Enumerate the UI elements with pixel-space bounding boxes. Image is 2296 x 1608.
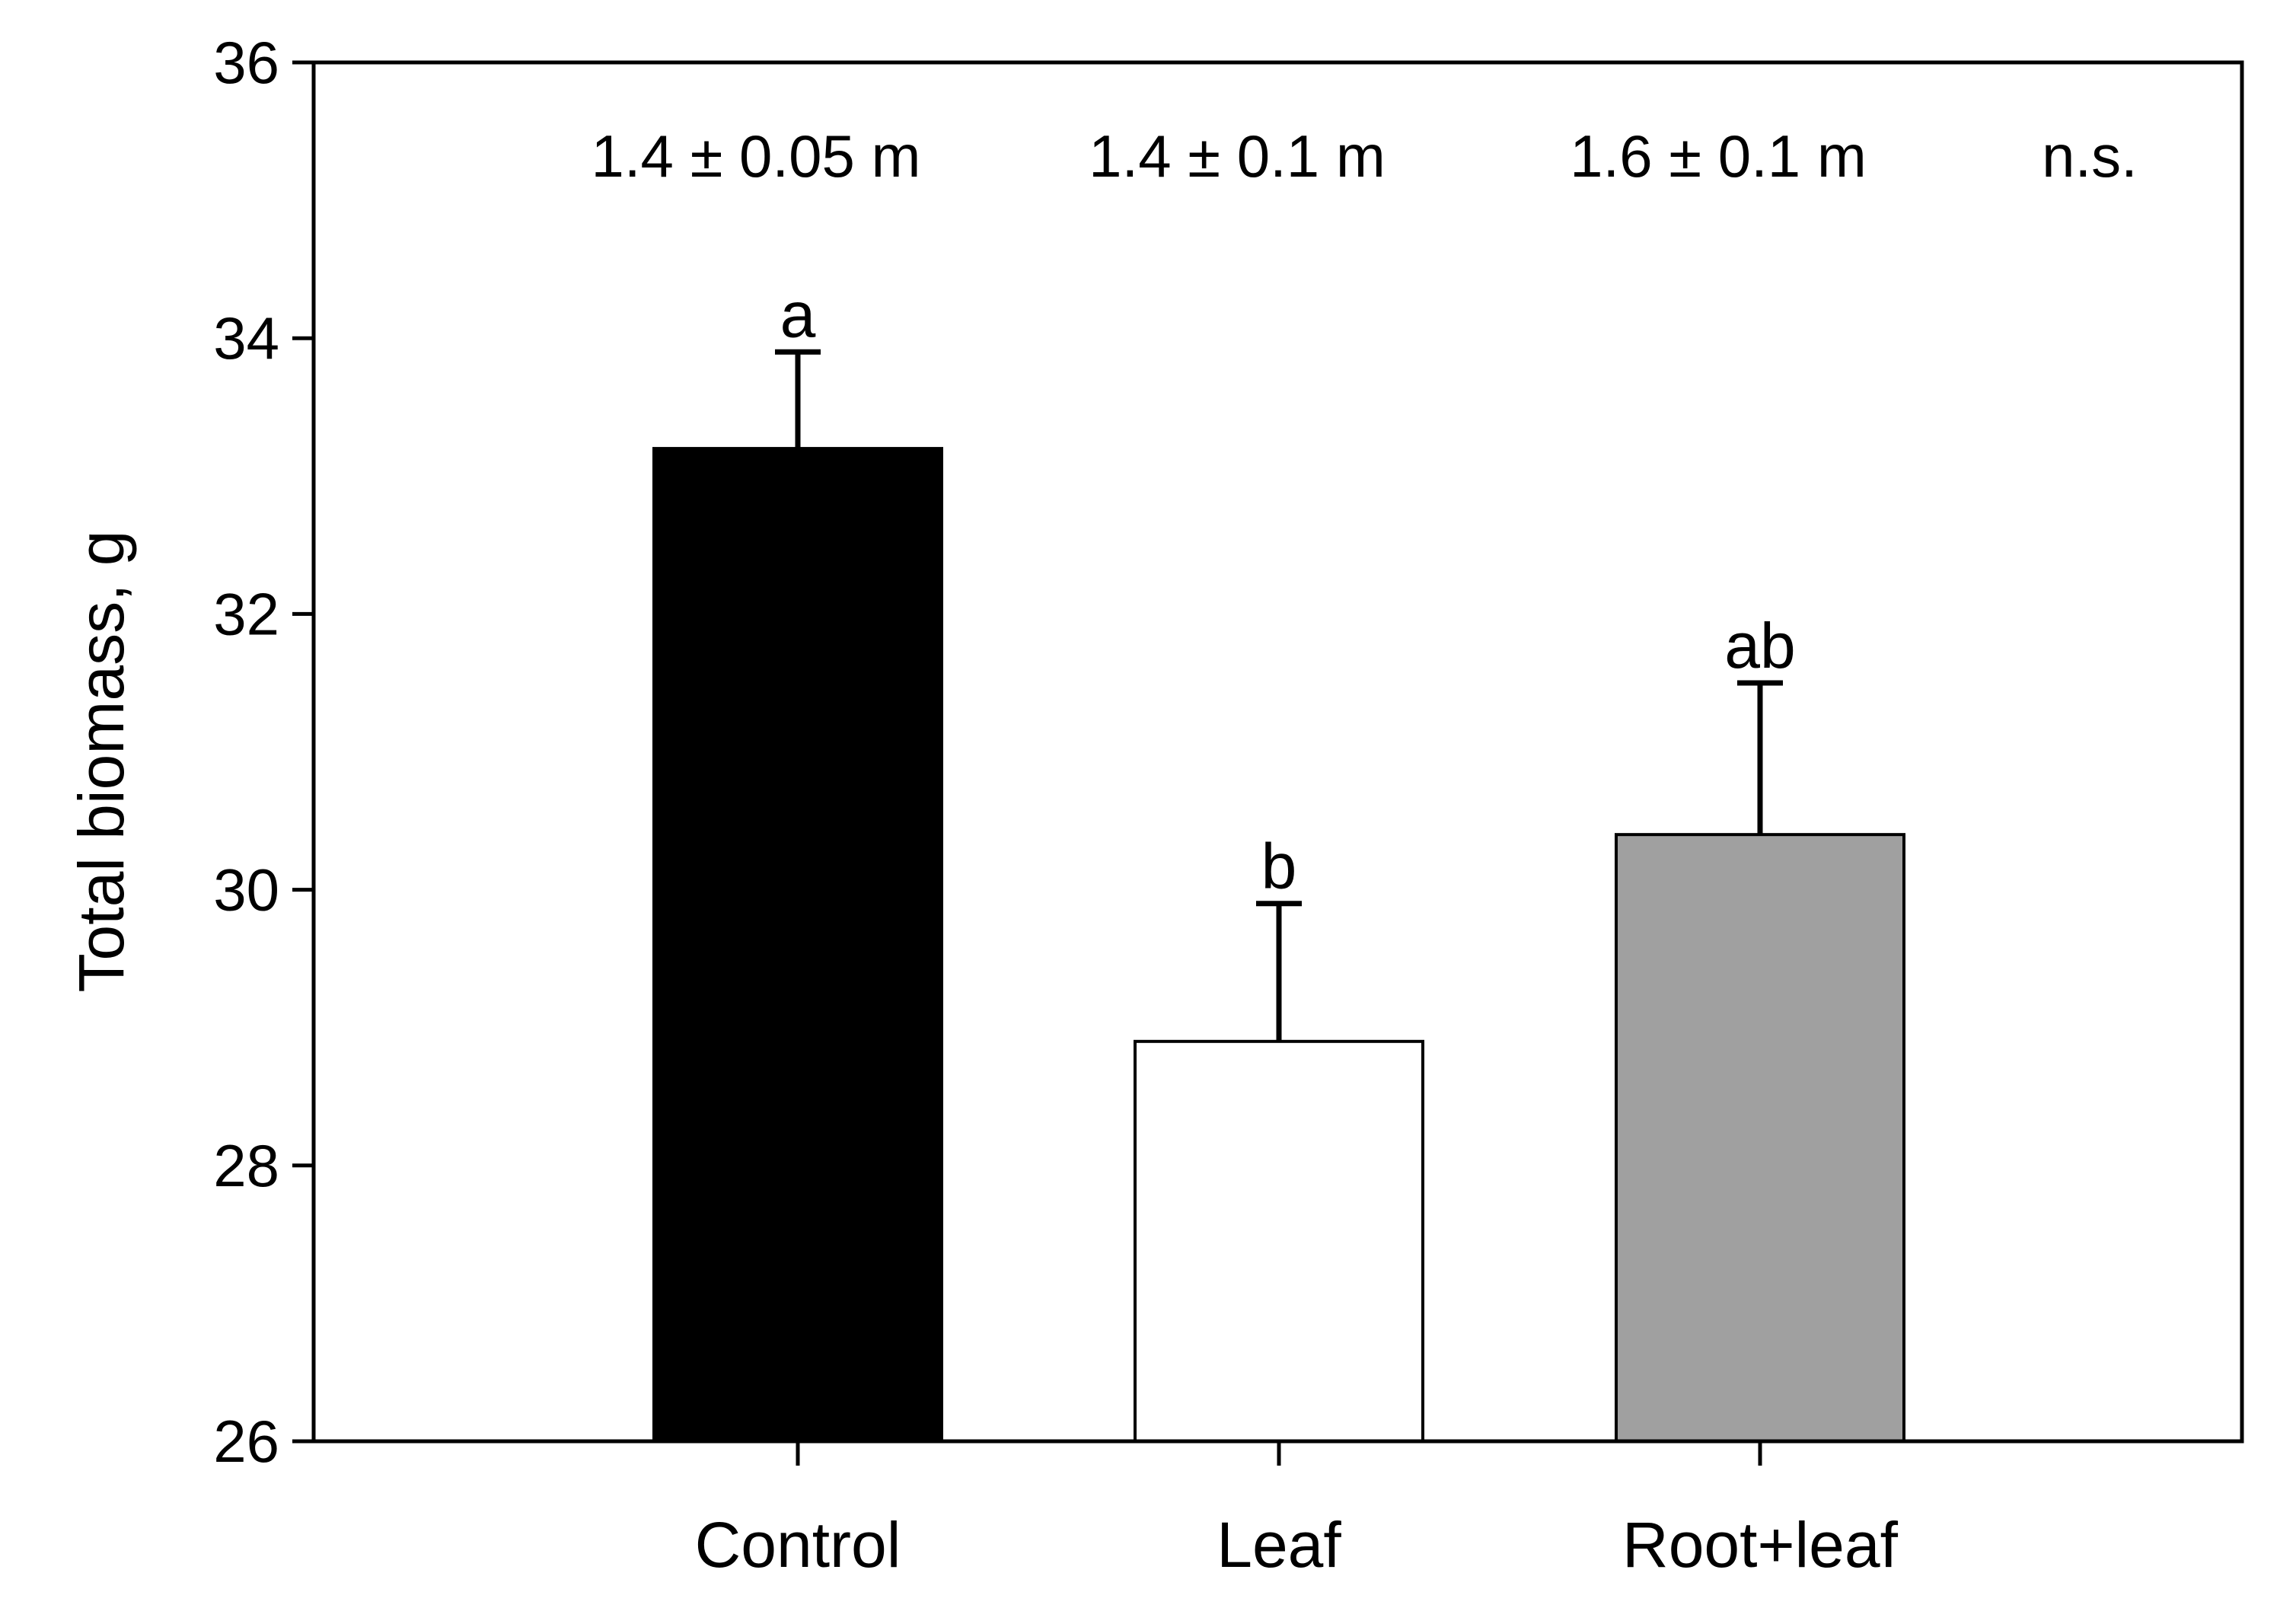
bars-layer — [652, 447, 1905, 1444]
bar — [1615, 833, 1905, 1444]
y-axis-ticks: 26 28 30 32 34 36 — [213, 29, 1762, 1475]
y-axis-title: Total biomass, g — [65, 531, 137, 993]
significance-letter: ab — [1724, 610, 1795, 681]
category-label: Leaf — [1217, 1509, 1341, 1581]
labels-layer: a 1.4 ± 0.05 m Control b 1.4 ± 0.1 m Leaf ab 1.… — [591, 123, 1898, 1581]
y-tick-label: 26 — [213, 1408, 279, 1475]
height-annotation: 1.4 ± 0.1 m — [1089, 123, 1386, 190]
y-tick-label: 36 — [213, 29, 279, 96]
plot-frame — [311, 60, 2244, 1444]
category-label: Control — [695, 1509, 901, 1581]
error-bars-layer — [775, 349, 1783, 1042]
bar — [652, 447, 943, 1444]
y-tick-label: 30 — [213, 857, 279, 924]
y-tick-label: 28 — [213, 1132, 279, 1199]
height-significance-label: n.s. — [2042, 123, 2138, 190]
significance-letter: b — [1261, 831, 1297, 902]
y-tick-label: 32 — [213, 580, 279, 647]
significance-letter: a — [780, 279, 816, 350]
height-annotation: 1.6 ± 0.1 m — [1570, 123, 1867, 190]
y-tick-label: 34 — [213, 305, 279, 372]
bar — [1134, 1039, 1424, 1444]
category-label: Root+leaf — [1622, 1509, 1899, 1581]
height-annotation: 1.4 ± 0.05 m — [591, 123, 920, 190]
